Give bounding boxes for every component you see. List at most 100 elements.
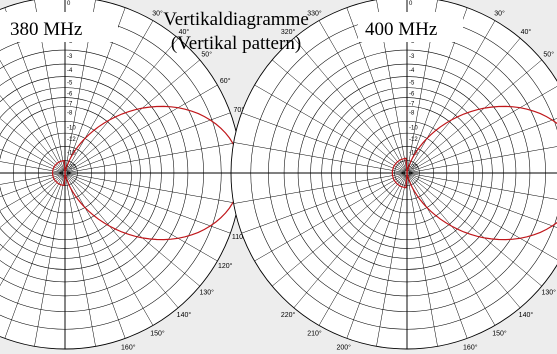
radial-db-label: -7 [67,102,73,108]
angle-tick-label: 160° [463,343,478,351]
angle-tick-label: 140° [177,311,192,319]
radial-db-label: -4 [409,68,415,74]
polar-plot-380mhz: 30°40°50°60°70°80°90°100°110°120°130°140… [0,0,255,351]
angle-tick-label: 40° [179,28,190,36]
polar-grid-spoke [66,59,200,172]
polar-grid-spoke [65,174,154,326]
angle-tick-label: 30° [494,9,505,17]
polar-grid-spoke [0,173,64,185]
polar-grid-spoke [346,174,407,339]
polar-grid-spoke [408,173,557,260]
angle-tick-label: 50° [543,51,554,59]
polar-grid-spoke [272,174,406,287]
polar-grid-spoke [66,173,239,204]
radial-db-label: -15 [409,150,418,156]
polar-grid-spoke [407,20,496,172]
polar-grid-spoke [66,38,179,172]
polar-grid-spoke [65,174,126,339]
radial-db-label: -15 [67,150,76,156]
radial-db-label: -6 [409,92,415,98]
polar-grid-spoke [0,174,64,251]
angle-tick-label: 40° [521,28,532,36]
angle-tick-label: 220° [281,311,296,319]
polar-grid-spoke [0,59,65,172]
radial-db-label: -8 [67,110,73,116]
polar-grid-spoke [4,174,65,339]
radial-db-label: -7 [409,102,415,108]
angle-tick-label: 320° [281,28,296,36]
polar-grid-spoke [272,59,406,172]
polar-grid-spoke [407,174,438,347]
polar-grid-spoke [0,135,64,173]
angle-tick-label: 140° [519,311,534,319]
polar-grid-spoke [407,174,468,339]
radiation-pattern-curve [391,105,557,241]
polar-grid-spoke [408,59,542,172]
angle-tick-label: 200° [336,343,351,351]
polar-grid-spoke [0,95,64,172]
polar-grid-spoke [318,20,407,172]
polar-grid-spoke [0,174,64,228]
polar-grid-spoke [233,142,406,173]
radial-db-label: -10 [409,125,418,131]
angle-tick-label: 160° [121,343,136,351]
polar-grid-spoke [0,174,65,287]
radial-db-label: -8 [409,110,415,116]
polar-grid-spoke [66,142,239,173]
angle-tick-label: 130° [541,288,556,296]
radiation-pattern-curve [51,105,242,241]
angle-tick-label: 130° [199,288,214,296]
polar-grid-spoke [407,174,496,326]
radial-db-label: 0 [409,1,413,7]
angle-tick-label: 330° [307,9,322,17]
polar-grid-spoke [408,174,542,287]
polar-grid-spoke [0,149,64,173]
polar-grid-spoke [66,173,218,262]
polar-grid-spoke [408,174,521,308]
angle-tick-label: 120° [218,262,233,270]
polar-grid-spoke [0,118,64,172]
angle-tick-label: 30° [152,9,163,17]
polar-grid-spoke [376,174,407,347]
chart-title: Vertikaldiagramme [163,9,309,30]
frequency-label-380: 380 MHz [10,19,82,40]
angle-tick-label: 210° [307,330,322,338]
polar-grid-spoke [408,38,521,172]
polar-grid-spoke [66,112,231,173]
polar-grid-spoke [293,174,406,308]
chart-subtitle: (Vertikal pattern) [171,33,301,54]
angle-tick-label: 60° [220,77,231,85]
radial-db-label: -20 [409,165,418,171]
polar-grid-spoke [241,173,406,234]
polar-grid-spoke [65,20,154,172]
radial-db-label: -3 [67,54,73,60]
radial-db-label: -4 [67,68,73,74]
polar-grid-spoke [0,173,64,197]
polar-grid-spoke [293,38,406,172]
radial-db-label: -5 [67,81,73,87]
polar-grid-spoke [66,84,218,173]
polar-grid-spoke [408,118,557,173]
polar-grid-spoke [408,173,557,228]
polar-grid-spoke [318,174,407,326]
polar-grid-spoke [66,173,231,234]
angle-tick-label: 110° [232,233,246,241]
polar-grid-spoke [65,174,96,347]
polar-grid-spoke [233,173,406,204]
polar-grid-spoke [0,161,64,173]
frequency-label-box-400 [358,12,463,42]
polar-grid-spoke [0,173,64,211]
radial-db-label: -5 [409,81,415,87]
polar-grid-spoke [408,146,557,173]
polar-grid-spoke [408,173,557,200]
polar-grid-spoke [66,174,200,287]
radial-db-label: -3 [409,54,415,60]
frequency-label-400: 400 MHz [365,19,437,40]
angle-tick-label: 150° [492,330,507,338]
polar-grid-spoke [254,173,406,262]
frequency-label-box-380 [0,12,118,42]
radial-db-label: 0 [67,1,71,7]
radial-db-label: -6 [67,92,73,98]
